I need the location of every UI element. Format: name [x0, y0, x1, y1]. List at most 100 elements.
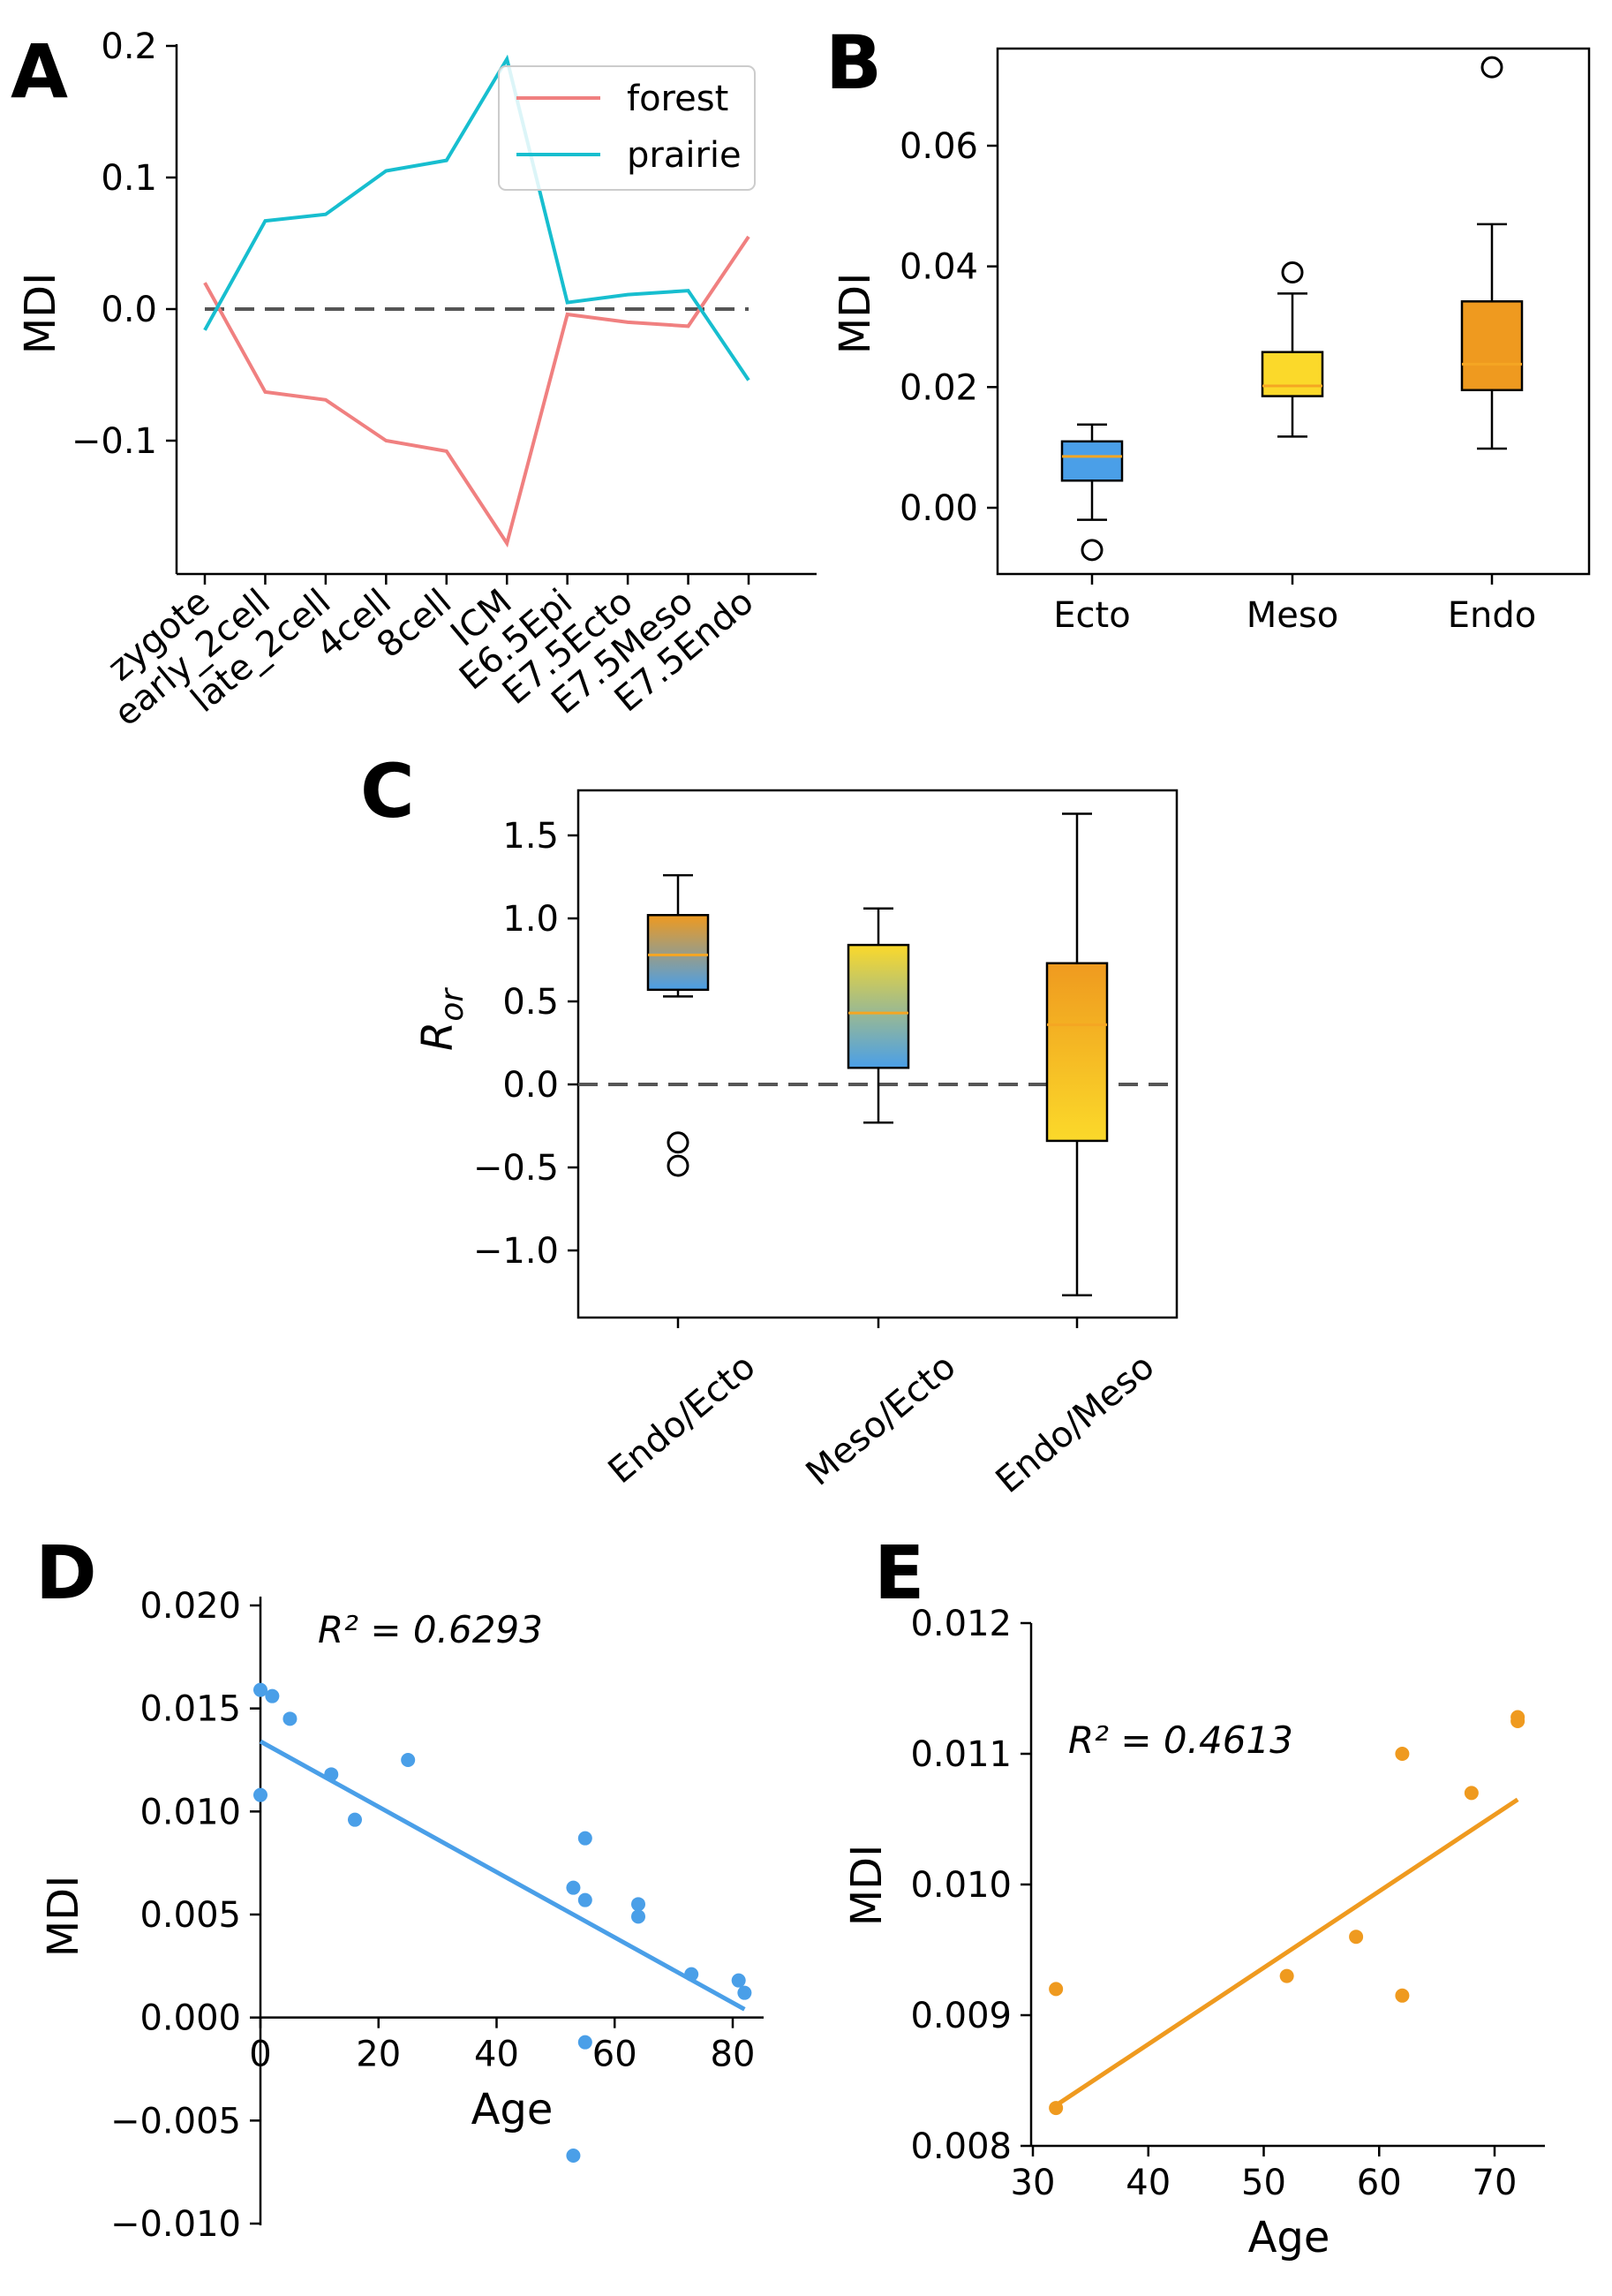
outlier-meso	[1281, 261, 1304, 283]
x-tick-label-meso: Meso	[1247, 595, 1338, 636]
box-ecto	[1060, 440, 1124, 482]
data-point	[348, 1812, 362, 1827]
y-tick-label: 0.009	[910, 1996, 1012, 2036]
series-line-prairie	[203, 54, 750, 381]
y-tick-label: 0.1	[101, 158, 157, 199]
panel-b-box-plot: B 0.00 0.02 0.04 0.06 Ecto Meso Endo MDI	[825, 19, 1591, 636]
x-tick-label: 40	[1126, 2163, 1171, 2203]
data-point	[1464, 1786, 1479, 1801]
y-tick-label: 0.015	[139, 1689, 241, 1730]
x-tick-label: 70	[1473, 2163, 1518, 2203]
data-point	[1395, 1747, 1410, 1761]
panel-letter-c: C	[360, 748, 415, 835]
regression-line	[1054, 1797, 1519, 2108]
outlier-endo-ecto	[667, 1131, 689, 1154]
y-tick-label: 0.0	[502, 1065, 559, 1106]
panel-a-line-chart: A−0.10.00.10.2zygoteearly_2celllate_2cel…	[11, 26, 817, 735]
box-meso	[1261, 351, 1324, 397]
y-tick-label: 0.02	[900, 367, 978, 408]
data-point	[253, 1682, 267, 1697]
data-point	[684, 1967, 699, 1982]
data-point	[731, 1973, 746, 1988]
panel-letter-d: D	[35, 1529, 97, 1616]
data-point	[631, 1909, 645, 1924]
panel-d-scatter-plot: D −0.010 −0.005 0.000 0.005 0.010 0.015 0.020 R²…	[35, 1529, 764, 2245]
x-axis-title: Age	[471, 2085, 554, 2134]
data-point	[1349, 1930, 1364, 1945]
y-tick-label: 0.010	[910, 1865, 1012, 1906]
panel-letter-e: E	[874, 1529, 924, 1616]
y-tick-label: 0.012	[910, 1604, 1012, 1644]
panel-c-box-plot: C −1.0 −0.5 0.0 0.5 1.0 1.5 Endo/Ecto Meso/Ecto E…	[360, 748, 1179, 1501]
y-tick-label: 0.06	[900, 126, 978, 167]
y-tick-label: 0.005	[139, 1895, 241, 1936]
regression-line	[259, 1739, 746, 2012]
y-axis-title: MDI	[39, 1876, 88, 1958]
y-tick-label: 0.04	[900, 247, 978, 288]
x-tick-label-endo-meso: Endo/Meso	[989, 1346, 1163, 1501]
x-tick-label: 20	[356, 2035, 401, 2075]
r-squared-annotation: R² = 0.6293	[318, 1608, 543, 1651]
x-tick-label-meso-ecto: Meso/Ecto	[799, 1346, 964, 1493]
y-tick-label: 1.5	[502, 816, 559, 857]
x-tick-label: 30	[1011, 2163, 1056, 2203]
data-point	[577, 1831, 592, 1846]
data-point	[577, 1892, 592, 1907]
x-tick-label-ecto: Ecto	[1053, 595, 1130, 636]
data-point	[577, 2035, 592, 2050]
data-point	[324, 1767, 339, 1782]
x-tick-label: 60	[1357, 2163, 1402, 2203]
y-tick-label: −0.5	[473, 1148, 559, 1189]
x-tick-label: 50	[1241, 2163, 1286, 2203]
y-tick-label: 0.010	[139, 1792, 241, 1832]
data-point	[737, 1985, 752, 2000]
box-endo-ecto	[646, 913, 710, 992]
outlier-endo	[1480, 56, 1503, 79]
data-point	[265, 1688, 280, 1703]
data-point	[566, 1880, 581, 1895]
y-tick-label: 0.0	[101, 290, 157, 330]
x-tick-label: 80	[711, 2035, 756, 2075]
data-point	[1395, 1988, 1410, 2003]
y-axis-title-subscript: or	[434, 987, 471, 1022]
data-point	[631, 1897, 645, 1912]
y-axis-title-main: R	[413, 1022, 463, 1051]
r-squared-annotation: R² = 0.4613	[1068, 1718, 1293, 1762]
series-line-forest	[203, 235, 750, 548]
y-axis-title: MDI	[831, 273, 880, 355]
x-tick-label-endo: Endo	[1448, 595, 1537, 636]
y-tick-label: 0.000	[139, 1998, 241, 2039]
y-tick-label: 0.011	[910, 1734, 1012, 1775]
y-tick-label: 0.020	[139, 1586, 241, 1627]
outlier-endo-ecto	[667, 1154, 689, 1177]
x-tick-label: 40	[474, 2035, 519, 2075]
y-tick-label: 0.008	[910, 2126, 1012, 2167]
y-axis-title: MDI	[842, 1845, 892, 1927]
y-tick-label: −0.005	[110, 2101, 241, 2141]
y-axis-title: Ror	[413, 987, 471, 1051]
box-endo-meso	[1045, 962, 1109, 1143]
legend-label-prairie: prairie	[627, 135, 742, 176]
x-axis-title: Age	[1248, 2213, 1330, 2262]
data-point	[253, 1787, 267, 1802]
y-tick-label: −0.1	[72, 421, 157, 462]
y-tick-label: 0.2	[101, 26, 157, 67]
y-tick-label: 0.5	[502, 982, 559, 1023]
data-point	[1049, 2101, 1064, 2116]
y-tick-label: 0.00	[900, 488, 978, 529]
y-tick-label: −0.010	[110, 2204, 241, 2245]
panel-letter-a: A	[11, 28, 68, 115]
data-point	[1279, 1968, 1294, 1983]
data-point	[282, 1711, 298, 1726]
data-point	[1510, 1714, 1525, 1728]
box-endo	[1460, 300, 1524, 391]
data-point	[401, 1753, 416, 1767]
panel-letter-b: B	[825, 19, 882, 106]
data-point	[1049, 1982, 1064, 1997]
x-tick-label-endo-ecto: Endo/Ecto	[601, 1346, 764, 1492]
x-tick-label: 0	[249, 2035, 271, 2075]
y-tick-label: −1.0	[473, 1231, 559, 1272]
panel-e-scatter-plot: E 0.008 0.009 0.010 0.011 0.012 R² = 0.4613 MDI…	[842, 1529, 1545, 2262]
y-tick-label: 1.0	[502, 899, 559, 940]
